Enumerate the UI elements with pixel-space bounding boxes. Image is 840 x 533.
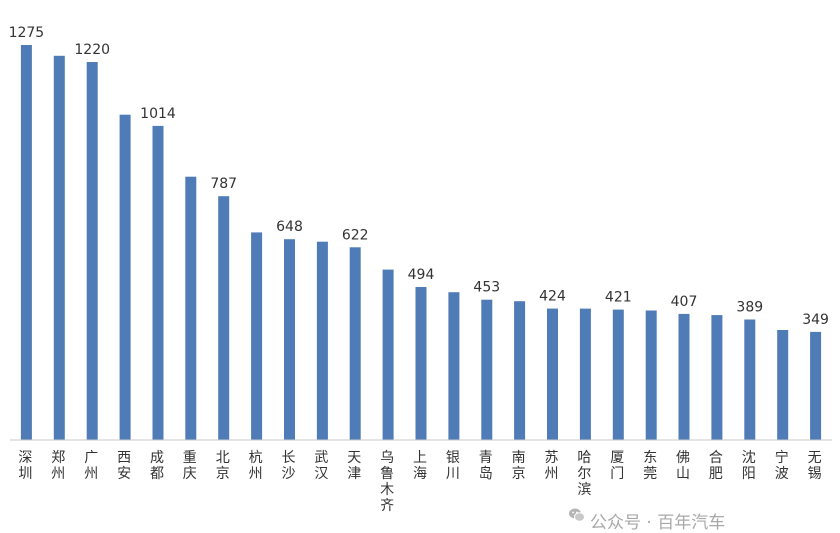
category-label: 杭州 <box>249 450 263 482</box>
bar-12 <box>415 287 427 440</box>
bar-1 <box>53 55 65 441</box>
category-label: 天津 <box>347 450 361 482</box>
data-label-10: 622 <box>342 227 369 243</box>
data-label-4: 1014 <box>140 106 176 122</box>
data-label-12: 494 <box>408 267 435 283</box>
watermark-text: 公众号 · 百年汽车 <box>590 513 726 533</box>
bar-10 <box>349 247 361 440</box>
bar-15 <box>514 301 526 440</box>
data-label-22: 389 <box>736 300 763 316</box>
bar-22 <box>744 319 756 440</box>
category-label: 上海 <box>413 450 427 482</box>
data-label-14: 453 <box>473 280 500 296</box>
category-label: 广州 <box>84 450 98 482</box>
bar-0 <box>20 45 32 440</box>
bar-7 <box>251 232 263 440</box>
category-label: 东莞 <box>643 450 657 482</box>
bar-14 <box>481 299 493 440</box>
bar-13 <box>448 292 460 440</box>
category-label: 无锡 <box>808 450 822 482</box>
category-label: 青岛 <box>479 450 493 482</box>
data-label-6: 787 <box>210 176 237 192</box>
data-label-24: 349 <box>802 312 829 328</box>
bar-5 <box>185 176 197 440</box>
bar-6 <box>218 196 230 440</box>
data-label-16: 424 <box>539 289 566 305</box>
category-label: 武汉 <box>314 450 328 482</box>
bar-19 <box>645 310 657 440</box>
category-label: 佛山 <box>676 450 690 482</box>
category-label: 北京 <box>216 450 230 482</box>
category-label: 宁波 <box>775 449 789 482</box>
data-label-18: 421 <box>605 290 632 306</box>
bars-group <box>20 45 822 441</box>
bar-3 <box>119 114 131 440</box>
bar-17 <box>579 308 591 440</box>
bar-20 <box>678 313 690 440</box>
bar-9 <box>316 241 328 440</box>
category-label: 深圳 <box>18 450 32 482</box>
category-label: 乌鲁木齐 <box>380 450 394 514</box>
category-label: 苏州 <box>545 450 559 482</box>
data-label-0: 1275 <box>9 25 45 41</box>
watermark: 公众号 · 百年汽车 <box>569 508 726 533</box>
bar-4 <box>152 125 164 441</box>
bar-23 <box>777 330 789 440</box>
bar-11 <box>382 269 394 440</box>
category-label: 厦门 <box>610 450 624 482</box>
bar-8 <box>284 239 295 440</box>
data-label-8: 648 <box>276 219 303 235</box>
wechat-icon <box>569 508 585 522</box>
category-label: 南京 <box>512 450 526 482</box>
bar-18 <box>612 309 624 440</box>
category-label: 重庆 <box>183 450 197 482</box>
category-label: 沈阳 <box>742 450 756 482</box>
bar-21 <box>711 315 723 440</box>
category-label: 郑州 <box>51 450 65 482</box>
bar-16 <box>547 308 558 440</box>
data-label-2: 1220 <box>74 42 110 58</box>
bar-24 <box>810 331 822 440</box>
category-label: 长沙 <box>282 450 296 482</box>
category-label: 成都 <box>150 450 164 482</box>
category-label: 西安 <box>117 450 131 482</box>
data-label-20: 407 <box>671 294 698 310</box>
data-labels-group: 1275 1220 1014 787 648 622 494 453 424 421 407 389 3… <box>9 25 829 328</box>
category-label: 哈尔滨 <box>577 450 591 498</box>
bar-2 <box>86 62 98 440</box>
category-label: 银川 <box>446 450 460 482</box>
category-label: 合肥 <box>709 450 723 482</box>
